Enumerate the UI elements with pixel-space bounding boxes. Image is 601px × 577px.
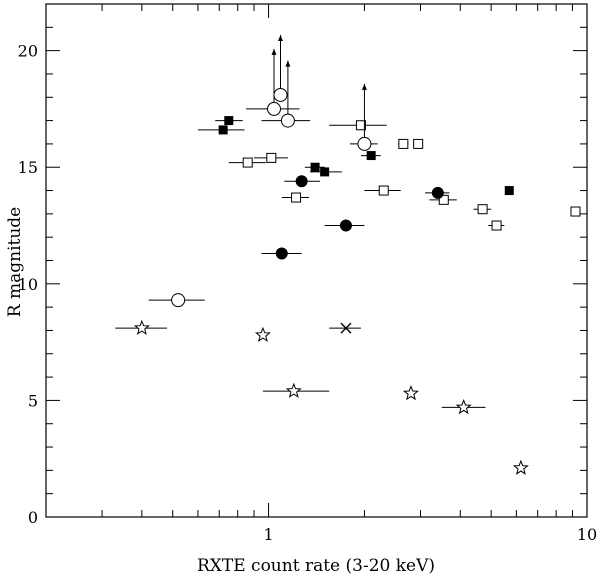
data-point-filled-square: [224, 116, 234, 126]
series-filled-circle: [261, 175, 450, 260]
data-point-open-circle: [266, 101, 281, 116]
data-point-filled-square: [504, 186, 514, 196]
data-point-open-square: [413, 138, 424, 149]
data-point-open-circle: [280, 113, 295, 128]
axis-ticks: [45, 3, 588, 518]
upper-limit-arrowhead: [285, 60, 291, 67]
series-cross: [329, 322, 361, 334]
data-point-open-square: [378, 185, 389, 196]
data-point-open-star: [402, 385, 419, 401]
data-point-filled-circle: [275, 247, 288, 260]
data-point-open-square: [491, 220, 502, 231]
data-point-filled-square: [366, 151, 376, 161]
data-point-open-star: [512, 459, 529, 475]
y-tick-label: 0: [28, 508, 38, 527]
y-tick-label: 5: [28, 391, 38, 410]
data-point-cross: [340, 322, 352, 334]
data-point-filled-circle: [339, 219, 352, 232]
data-point-open-square: [242, 157, 253, 168]
data-point-open-circle: [171, 293, 186, 308]
series-open-circle: [148, 34, 378, 308]
plot-border: [45, 3, 588, 518]
data-point-open-star: [285, 382, 302, 398]
data-point-open-star: [455, 399, 472, 415]
y-tick-label: 10: [18, 275, 38, 294]
data-point-filled-square: [218, 125, 228, 135]
data-point-open-circle: [273, 87, 288, 102]
axis-tick-labels: 0 5 10 15 20 1 10: [18, 42, 598, 544]
data-point-open-square: [266, 152, 277, 163]
data-point-filled-circle: [431, 186, 444, 199]
y-axis-label: R magnitude: [5, 207, 25, 317]
upper-limit-arrowhead: [361, 83, 367, 90]
data-point-open-square: [477, 204, 488, 215]
data-point-filled-square: [320, 167, 330, 177]
x-tick-label: 10: [577, 525, 597, 544]
data-point-filled-circle: [295, 175, 308, 188]
data-marks: [115, 34, 581, 475]
data-point-open-square: [438, 194, 449, 205]
series-open-star: [115, 319, 529, 475]
upper-limit-arrowhead: [271, 48, 277, 55]
x-tick-label: 1: [263, 525, 273, 544]
series-filled-square: [197, 116, 514, 196]
plot-frame: [45, 3, 588, 518]
y-tick-label: 15: [18, 158, 38, 177]
series-open-square: [228, 120, 581, 231]
upper-limit-arrowhead: [277, 34, 283, 41]
data-point-open-circle: [357, 136, 372, 151]
data-point-open-square: [291, 192, 302, 203]
data-point-open-square: [570, 206, 581, 217]
data-point-open-star: [133, 319, 150, 335]
data-point-open-star: [254, 326, 271, 342]
data-point-open-square: [398, 138, 409, 149]
x-axis-label: RXTE count rate (3-20 keV): [197, 556, 435, 576]
data-point-filled-square: [310, 162, 320, 172]
data-point-open-square: [355, 120, 366, 131]
y-tick-label: 20: [18, 42, 38, 61]
